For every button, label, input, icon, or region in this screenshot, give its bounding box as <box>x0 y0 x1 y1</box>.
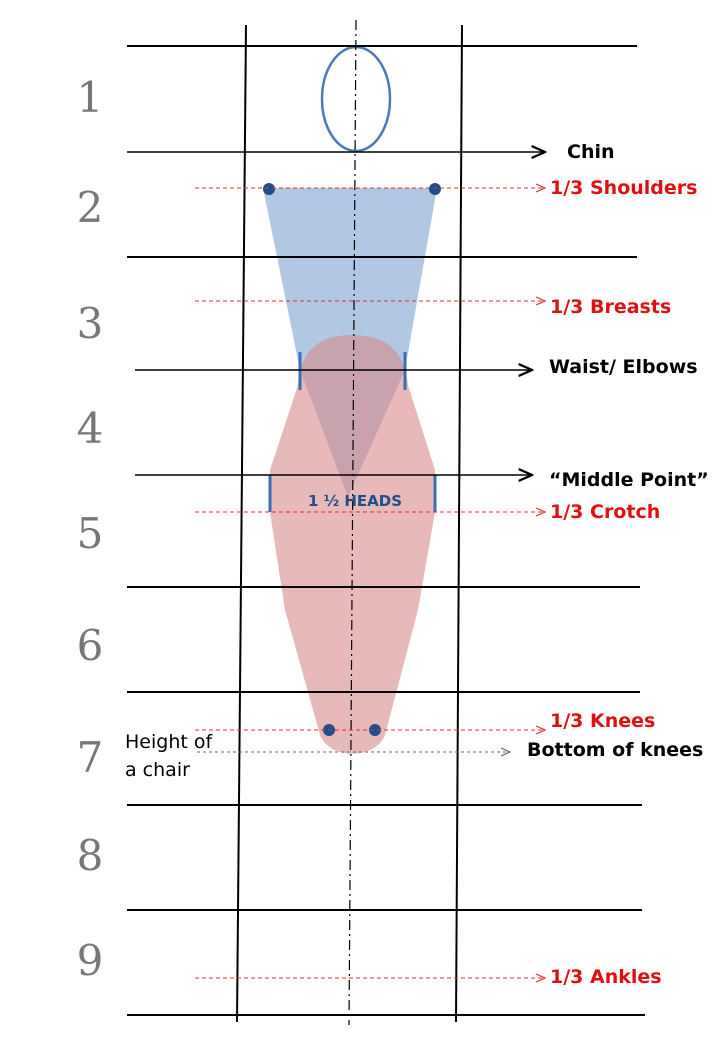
head-number: 4 <box>77 404 104 453</box>
head-numbers: 1 2 3 4 5 6 7 8 9 <box>77 73 104 985</box>
head-number: 2 <box>77 183 104 232</box>
label: 1/3 Ankles <box>550 966 662 988</box>
label: a chair <box>125 759 190 781</box>
head-number: 9 <box>77 936 104 985</box>
head-number: 8 <box>77 831 104 880</box>
head-number: 3 <box>77 299 104 348</box>
head-number: 5 <box>77 509 104 558</box>
label: Chin <box>567 141 615 163</box>
label: 1 ½ HEADS <box>308 492 402 510</box>
label: “Middle Point” <box>549 469 709 491</box>
label: 1/3 Crotch <box>550 501 660 523</box>
label: Height of <box>125 731 213 753</box>
head-number: 7 <box>77 733 104 782</box>
label: Waist/ Elbows <box>549 356 698 378</box>
head-number: 1 <box>77 73 104 122</box>
label: 1/3 Knees <box>550 710 655 732</box>
label: 1/3 Shoulders <box>550 177 697 199</box>
label: Bottom of knees <box>527 739 703 761</box>
label: 1/3 Breasts <box>550 296 671 318</box>
grid <box>127 19 645 1026</box>
head-number: 6 <box>77 621 104 670</box>
